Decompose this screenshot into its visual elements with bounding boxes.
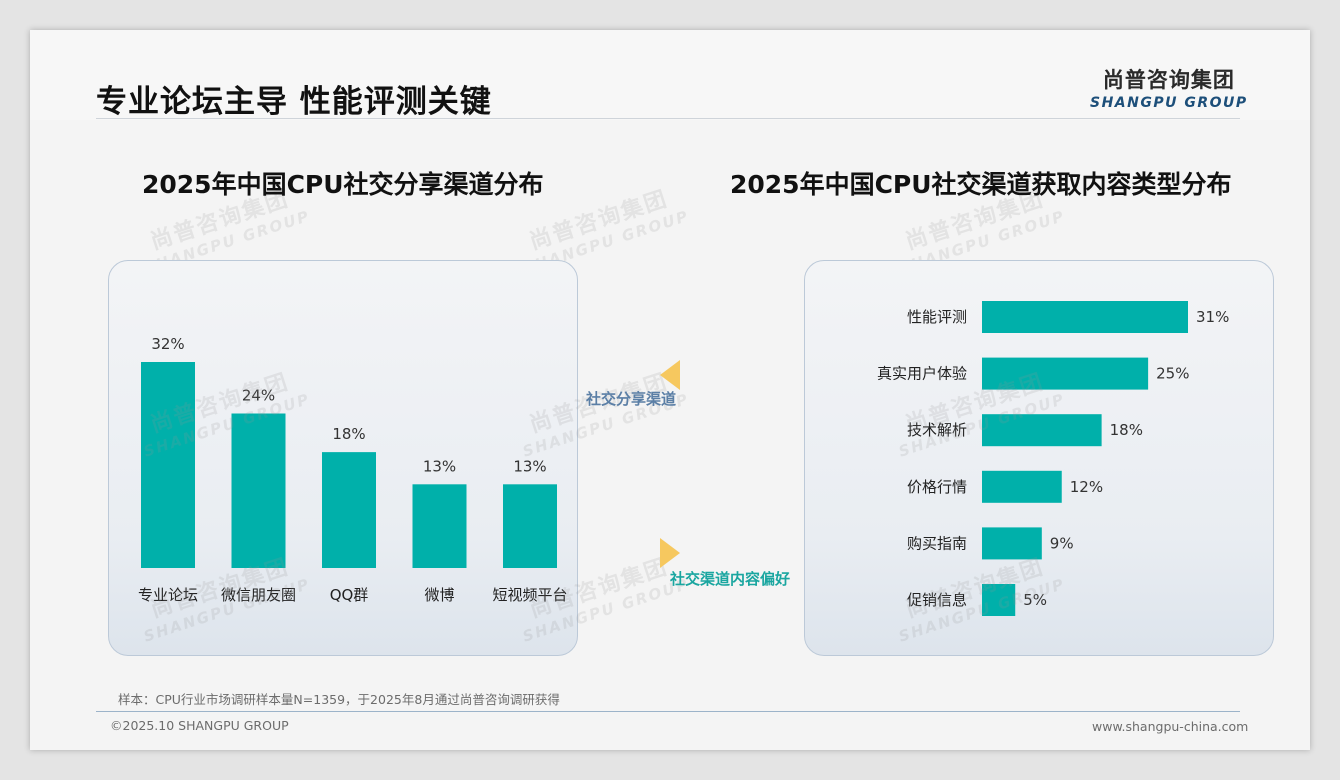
category-label: 性能评测 — [907, 308, 967, 326]
category-label: 专业论坛 — [138, 586, 198, 604]
category-label: 技术解析 — [907, 421, 967, 439]
page-title: 专业论坛主导 性能评测关键 — [96, 84, 492, 120]
category-label: QQ群 — [330, 586, 369, 604]
logo-chinese: 尚普咨询集团 — [1102, 68, 1235, 92]
slide: 专业论坛主导 性能评测关键 尚普咨询集团 SHANGPU GROUP 尚普咨询集… — [30, 30, 1310, 750]
footer-divider — [96, 711, 1240, 712]
bar — [982, 584, 1016, 616]
arrow-right-icon — [660, 538, 680, 568]
data-label: 31% — [1196, 308, 1229, 326]
website-link: www.shangpu-china.com — [1092, 719, 1249, 734]
bar — [982, 414, 1102, 447]
data-label: 13% — [423, 457, 456, 475]
bar — [503, 484, 557, 568]
arrow-left-icon — [660, 360, 680, 390]
data-label: 18% — [1110, 421, 1143, 439]
category-label: 真实用户体验 — [877, 365, 967, 383]
category-label: 促销信息 — [907, 591, 967, 609]
content-type-bar-chart: 性能评测 31% 真实用户体验 25% 技术解析 18% 价格行情 12% 购买指南 9% 促销信息… — [877, 301, 1229, 616]
bar — [141, 362, 195, 568]
share-channel-label: 社交分享渠道 — [586, 390, 677, 408]
bar — [982, 357, 1149, 390]
data-label: 13% — [513, 457, 546, 475]
data-label: 9% — [1050, 534, 1074, 552]
sample-note: 样本：CPU行业市场调研样本量N=1359，于2025年8月通过尚普咨询调研获得 — [118, 692, 560, 707]
category-label: 购买指南 — [907, 534, 967, 552]
bar — [982, 301, 1188, 333]
data-label: 32% — [151, 335, 184, 353]
data-label: 5% — [1023, 591, 1047, 609]
share-channel-chart-panel: 32% 专业论坛 24% 微信朋友圈 18% QQ群 13% 微博 13% 短视频平台 — [108, 260, 578, 656]
data-label: 25% — [1156, 365, 1189, 383]
category-label: 短视频平台 — [492, 586, 567, 604]
title-divider — [96, 118, 1240, 119]
bar — [231, 413, 286, 568]
data-label: 12% — [1070, 478, 1103, 496]
right-chart-title: 2025年中国CPU社交渠道获取内容类型分布 — [730, 170, 1232, 199]
bar — [322, 452, 376, 568]
data-label: 18% — [332, 425, 365, 443]
left-chart-title: 2025年中国CPU社交分享渠道分布 — [142, 170, 544, 199]
category-label: 微博 — [424, 586, 454, 604]
logo-english: SHANGPU GROUP — [1090, 95, 1248, 111]
bar — [982, 470, 1062, 503]
copyright-text: ©2025.10 SHANGPU GROUP — [110, 718, 289, 733]
content-type-chart-panel: 性能评测 31% 真实用户体验 25% 技术解析 18% 价格行情 12% 购买指南 9% 促销信息… — [804, 260, 1274, 656]
header-band — [30, 30, 1310, 120]
bar — [412, 484, 467, 568]
category-label: 价格行情 — [907, 478, 967, 496]
company-logo: 尚普咨询集团 SHANGPU GROUP — [1090, 64, 1248, 111]
data-label: 24% — [242, 387, 275, 405]
content-preference-label: 社交渠道内容偏好 — [670, 570, 791, 588]
share-channel-bar-chart: 32% 专业论坛 24% 微信朋友圈 18% QQ群 13% 微博 13% 短视频平台 — [138, 335, 568, 604]
category-label: 微信朋友圈 — [221, 586, 296, 604]
bar — [982, 527, 1042, 560]
